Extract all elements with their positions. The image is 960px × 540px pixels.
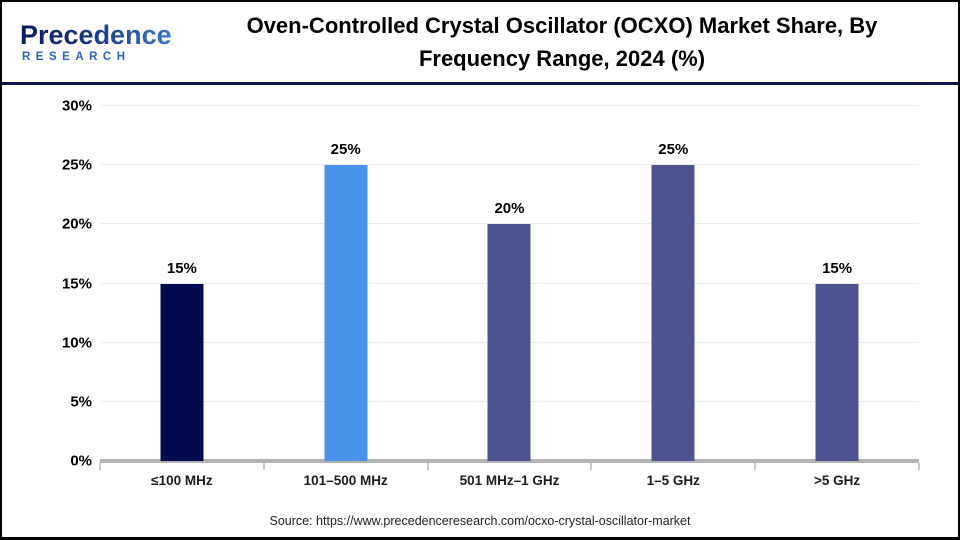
- x-axis-category-label: 101–500 MHz: [303, 473, 388, 488]
- x-axis-tick: [426, 463, 429, 470]
- bar-value-label: 25%: [658, 141, 689, 159]
- x-axis-tick: [99, 463, 101, 470]
- bar: [160, 283, 204, 461]
- y-axis-tick-label: 5%: [70, 393, 92, 411]
- category-slot: 25% 101–500 MHz: [264, 106, 428, 488]
- y-axis-tick-label: 25%: [61, 156, 92, 174]
- y-axis-tick-label: 20%: [61, 215, 92, 233]
- x-axis-category-label: >5 GHz: [814, 473, 861, 488]
- header-divider: [2, 82, 958, 85]
- bar: [324, 165, 368, 461]
- logo-wordmark: Precedence: [20, 21, 192, 50]
- bar-chart: 0% 5% 10% 15% 20% 25% 30% 15% ≤100 MHz 25% 101–50…: [2, 85, 958, 537]
- category-slot: 25% 1–5 GHz: [591, 106, 755, 488]
- source-caption: Source: https://www.precedenceresearch.c…: [269, 514, 691, 528]
- precedence-logo: Precedence RESEARCH: [2, 21, 192, 63]
- gridline: [100, 223, 919, 225]
- x-axis-category-label: ≤100 MHz: [151, 473, 213, 488]
- x-axis-tick: [262, 463, 265, 470]
- header: Precedence RESEARCH Oven-Controlled Crys…: [2, 2, 958, 82]
- y-axis-tick-label: 10%: [61, 334, 92, 352]
- page-title-text: Oven-Controlled Crystal Oscillator (OCXO…: [246, 13, 878, 71]
- bar: [815, 283, 859, 461]
- x-axis-tick: [590, 463, 593, 470]
- bar-value-label: 15%: [166, 259, 197, 277]
- bar: [487, 224, 531, 461]
- y-axis-tick-label: 0%: [70, 452, 92, 470]
- x-axis-category-label: 501 MHz–1 GHz: [459, 473, 560, 488]
- logo-subtitle: RESEARCH: [22, 50, 131, 63]
- bar-value-label: 25%: [330, 141, 361, 159]
- gridline: [100, 164, 919, 166]
- y-axis-labels: 0% 5% 10% 15% 20% 25% 30%: [2, 98, 92, 470]
- y-axis-tick-label: 30%: [61, 97, 92, 115]
- category-slot: 15% ≤100 MHz: [100, 106, 264, 489]
- x-axis-tick: [754, 463, 757, 470]
- page-title: Oven-Controlled Crystal Oscillator (OCXO…: [192, 9, 958, 75]
- bar-value-label: 15%: [822, 259, 853, 277]
- bar-value-label: 20%: [494, 200, 525, 218]
- x-axis-category-label: 1–5 GHz: [646, 473, 700, 488]
- gridline: [100, 105, 919, 106]
- x-axis-tick: [918, 463, 920, 470]
- plot-area: 15% ≤100 MHz 25% 101–500 MHz 20% 501 MHz–1 GH…: [99, 105, 920, 489]
- bar: [651, 165, 695, 461]
- y-axis-tick-label: 15%: [61, 275, 92, 292]
- category-slot: 15% >5 GHz: [755, 106, 919, 489]
- x-axis-line: [100, 459, 919, 463]
- category-slot: 20% 501 MHz–1 GHz: [428, 106, 592, 488]
